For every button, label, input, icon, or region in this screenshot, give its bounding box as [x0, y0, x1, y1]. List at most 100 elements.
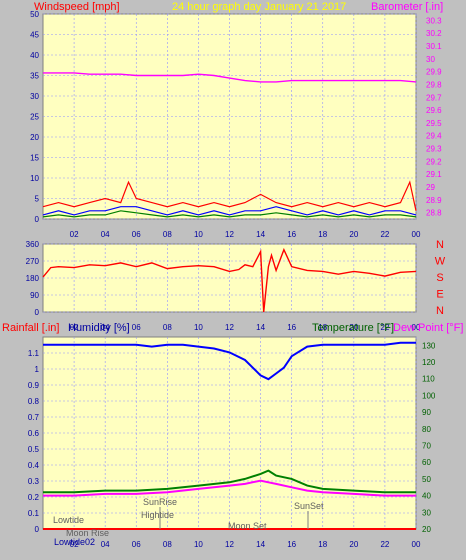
x-tick-label: 02	[70, 230, 79, 239]
y-tick-label: 25	[30, 113, 39, 122]
x-tick-label: 16	[287, 540, 296, 549]
x-tick-label: 08	[163, 540, 172, 549]
y-right-tick-label: 120	[422, 358, 436, 367]
annotation-sunrise: SunRise	[143, 497, 177, 507]
y-right-tick-label: 20	[422, 525, 431, 534]
y-right-tick-label: 60	[422, 458, 431, 467]
series-line	[43, 469, 416, 494]
x-tick-label: 10	[194, 230, 203, 239]
plot1-ticks: 02 04 06 08 10 12 14 16 18 20 22 000510152025303540…	[30, 10, 442, 239]
compass-label: N	[436, 305, 444, 317]
y-tick-label: 40	[30, 51, 39, 60]
y-tick-label: 20	[30, 133, 39, 142]
windspeed-label: Windspeed [mph]	[34, 1, 120, 13]
y-tick-label: 0.1	[28, 509, 40, 518]
y-tick-label: 5	[35, 195, 40, 204]
y-right-tick-label: 29.5	[426, 119, 442, 128]
y-tick-label: 45	[30, 31, 39, 40]
x-tick-label: 18	[318, 230, 327, 239]
x-tick-label: 04	[101, 230, 110, 239]
y-tick-label: 0.3	[28, 477, 40, 486]
x-tick-label: 22	[380, 323, 389, 332]
series-line	[42, 210, 417, 218]
y-right-tick-label: 29.4	[426, 132, 442, 141]
plot3-series	[43, 341, 416, 530]
astro-annotations: Lowtide Moon Rise SunRise Hightide Moon …	[53, 497, 324, 547]
plot1-background	[42, 13, 417, 220]
annotation-moonset: Moon Set	[228, 521, 267, 531]
plot2-grid	[43, 243, 417, 313]
y-tick-label: 15	[30, 154, 39, 163]
y-right-tick-label: 80	[422, 425, 431, 434]
x-tick-label: 14	[256, 323, 265, 332]
compass-label: N	[436, 239, 444, 251]
x-tick-label: 18	[318, 540, 327, 549]
y-tick-label: 0	[35, 308, 40, 317]
series-line	[43, 72, 417, 83]
plot3-ticks: 02 04 06 08 10 12 14 16 18 20 22 0000.10.20.30.40.5…	[28, 341, 436, 549]
compass-label: E	[436, 289, 443, 301]
x-tick-label: 16	[287, 230, 296, 239]
y-right-tick-label: 70	[422, 442, 431, 451]
y-tick-label: 0	[35, 215, 40, 224]
annotation-lowtide: Lowtide	[53, 515, 84, 525]
x-tick-label: 14	[256, 230, 265, 239]
annotation-moonrise: Moon Rise	[66, 528, 109, 538]
x-tick-label: 02	[70, 323, 79, 332]
x-tick-label: 20	[349, 230, 358, 239]
y-right-tick-label: 29.8	[426, 80, 442, 89]
y-right-tick-label: 110	[422, 375, 435, 384]
y-right-tick-label: 28.8	[426, 209, 442, 218]
y-tick-label: 180	[26, 274, 40, 283]
y-right-tick-label: 30	[426, 55, 435, 64]
x-tick-label: 16	[287, 323, 296, 332]
y-right-tick-label: 30.1	[426, 42, 442, 51]
x-tick-label: 10	[194, 540, 203, 549]
barometer-label: Barometer [.in]	[371, 1, 443, 13]
x-tick-label: 06	[132, 540, 141, 549]
y-right-tick-label: 30.2	[426, 29, 442, 38]
x-tick-label: 22	[380, 540, 389, 549]
series-line	[43, 479, 416, 497]
annotation-lowtide-axis: Lowtide02	[54, 537, 95, 547]
temperature-label: Temperature [°F]	[312, 322, 394, 334]
x-tick-label: 12	[225, 230, 234, 239]
x-tick-label: 00	[412, 540, 421, 549]
y-right-tick-label: 40	[422, 492, 431, 501]
y-right-tick-label: 30	[422, 508, 431, 517]
annotation-sunset: SunSet	[294, 501, 324, 511]
y-tick-label: 35	[30, 72, 39, 81]
y-right-tick-label: 90	[422, 408, 431, 417]
y-right-tick-label: 130	[422, 341, 436, 350]
y-tick-label: 1.1	[28, 349, 40, 358]
y-tick-label: 0	[35, 525, 40, 534]
x-tick-label: 02	[70, 540, 79, 549]
plot1-series	[42, 72, 417, 218]
x-tick-label: 06	[132, 323, 141, 332]
y-right-tick-label: 29.6	[426, 106, 442, 115]
x-tick-label: 12	[225, 540, 234, 549]
dew-point-label: Dew Point [°F]	[393, 322, 463, 334]
y-right-tick-label: 28.9	[426, 196, 442, 205]
y-right-tick-label: 29.3	[426, 145, 442, 154]
y-tick-label: 0.7	[28, 413, 40, 422]
plot2-series	[42, 247, 417, 313]
x-tick-label: 22	[380, 230, 389, 239]
y-right-tick-label: 100	[422, 391, 436, 400]
x-tick-label: 04	[101, 540, 110, 549]
series-line	[42, 247, 417, 313]
y-tick-label: 90	[30, 291, 39, 300]
y-right-tick-label: 29.7	[426, 93, 442, 102]
y-right-tick-label: 30.3	[426, 16, 442, 25]
series-line	[42, 180, 417, 211]
rainfall-label: Rainfall [.in]	[2, 322, 59, 334]
x-tick-label: 12	[225, 323, 234, 332]
y-right-tick-label: 29.2	[426, 157, 442, 166]
x-tick-label: 20	[349, 540, 358, 549]
y-tick-label: 270	[26, 257, 40, 266]
x-tick-label: 08	[163, 230, 172, 239]
x-tick-label: 14	[256, 540, 265, 549]
series-line	[42, 206, 417, 216]
